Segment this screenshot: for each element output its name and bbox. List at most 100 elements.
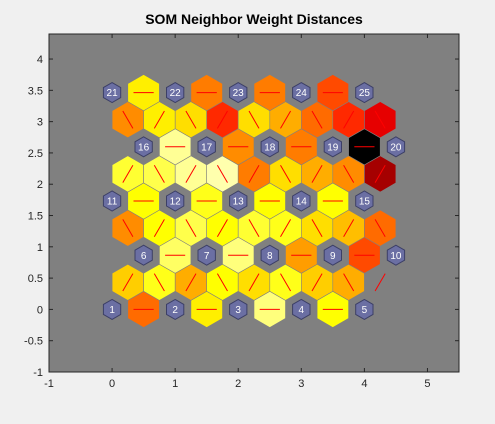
connection-line [185, 219, 197, 238]
y-tick-label: -1 [33, 367, 43, 379]
neuron-label: 1 [109, 305, 115, 316]
connection-line [216, 273, 228, 292]
neuron-label: 10 [390, 251, 402, 262]
neuron-19: 19 [323, 136, 342, 158]
neuron-marker [166, 82, 185, 104]
y-tick-label: 2 [37, 179, 43, 191]
connection-line [248, 164, 260, 183]
neuron-marker [229, 190, 248, 212]
chart-title: SOM Neighbor Weight Distances [145, 11, 363, 27]
connection-line [248, 219, 260, 238]
x-axis-ticks: -1 0 1 2 3 4 5 [44, 34, 431, 390]
connection-line [311, 219, 323, 238]
connection-line [153, 273, 165, 292]
neuron-marker [260, 136, 279, 158]
neuron-marker [323, 244, 342, 266]
axes-frame [48, 33, 460, 373]
neuron-marker [386, 136, 406, 158]
neuron-label: 2 [172, 305, 178, 316]
connection-line [216, 110, 228, 129]
neuron-marker [197, 136, 216, 158]
connection-line [280, 219, 292, 238]
neuron-8: 8 [260, 244, 279, 266]
neuron-marker [292, 298, 311, 320]
connection-line [216, 164, 228, 183]
connection-line [185, 110, 197, 129]
neuron-marker [197, 244, 216, 266]
neuron-25: 25 [355, 82, 374, 104]
connection-line [153, 219, 165, 238]
y-tick-label: 1 [37, 242, 43, 254]
neuron-5: 5 [355, 298, 374, 320]
neuron-marker [323, 136, 342, 158]
neuron-label: 4 [299, 305, 305, 316]
neuron-marker [355, 298, 374, 320]
connection-line [374, 219, 386, 238]
x-tick-label: 3 [298, 378, 304, 390]
neuron-label: 25 [359, 88, 371, 99]
neuron-10: 10 [386, 244, 406, 266]
connection-line [122, 273, 134, 292]
neuron-label: 23 [233, 88, 245, 99]
neuron-16: 16 [134, 136, 153, 158]
neuron-20: 20 [386, 136, 406, 158]
neuron-21: 21 [102, 82, 122, 104]
x-tick-label: 0 [109, 378, 115, 390]
y-tick-label: 4 [37, 54, 43, 66]
connection-line [153, 110, 165, 129]
y-tick-label: -0.5 [24, 336, 43, 348]
neuron-label: 6 [141, 251, 147, 262]
connection-line [311, 273, 323, 292]
neuron-marker [102, 298, 122, 320]
neuron-marker [134, 136, 153, 158]
neuron-marker [292, 82, 311, 104]
neuron-marker [166, 190, 185, 212]
neuron-11: 11 [102, 190, 122, 212]
neuron-marker [229, 298, 248, 320]
neuron-label: 19 [327, 142, 339, 153]
neuron-9: 9 [323, 244, 342, 266]
connection-line [122, 164, 134, 183]
connection-line [343, 219, 355, 238]
connection-line [122, 110, 134, 129]
neuron-24: 24 [292, 82, 311, 104]
connection-line [374, 110, 386, 129]
connection-line [311, 164, 323, 183]
neuron-1: 1 [102, 298, 122, 320]
neuron-marker [229, 82, 248, 104]
neuron-label: 24 [296, 88, 308, 99]
neuron-7: 7 [197, 244, 216, 266]
neuron-label: 8 [267, 251, 273, 262]
neuron-label: 17 [201, 142, 213, 153]
y-axis-ticks: -1 -0.5 0 0.5 1 1.5 2 2.5 3 3.5 4 [24, 54, 459, 379]
neuron-label: 11 [107, 197, 118, 208]
neuron-marker [355, 82, 374, 104]
neuron-label: 13 [233, 197, 245, 208]
x-tick-label: 4 [361, 378, 367, 390]
neuron-marker [166, 298, 185, 320]
neuron-label: 7 [204, 251, 210, 262]
neuron-label: 16 [138, 142, 150, 153]
connection-line [248, 110, 260, 129]
connection-lines-layer [122, 92, 386, 310]
neuron-label: 14 [296, 197, 308, 208]
x-tick-label: 2 [235, 378, 241, 390]
connection-line [374, 164, 386, 183]
neuron-label: 22 [170, 88, 182, 99]
neuron-label: 20 [390, 142, 402, 153]
neuron-4: 4 [292, 298, 311, 320]
neuron-marker [260, 244, 279, 266]
y-tick-label: 3 [37, 117, 43, 129]
neuron-13: 13 [229, 190, 248, 212]
neuron-marker [386, 244, 406, 266]
y-tick-label: 0.5 [28, 273, 43, 285]
connection-line [122, 219, 134, 238]
neuron-14: 14 [292, 190, 311, 212]
connection-line [280, 164, 292, 183]
neuron-label: 15 [359, 197, 371, 208]
connection-line [248, 273, 260, 292]
y-tick-label: 3.5 [28, 85, 43, 97]
connection-line [280, 273, 292, 292]
